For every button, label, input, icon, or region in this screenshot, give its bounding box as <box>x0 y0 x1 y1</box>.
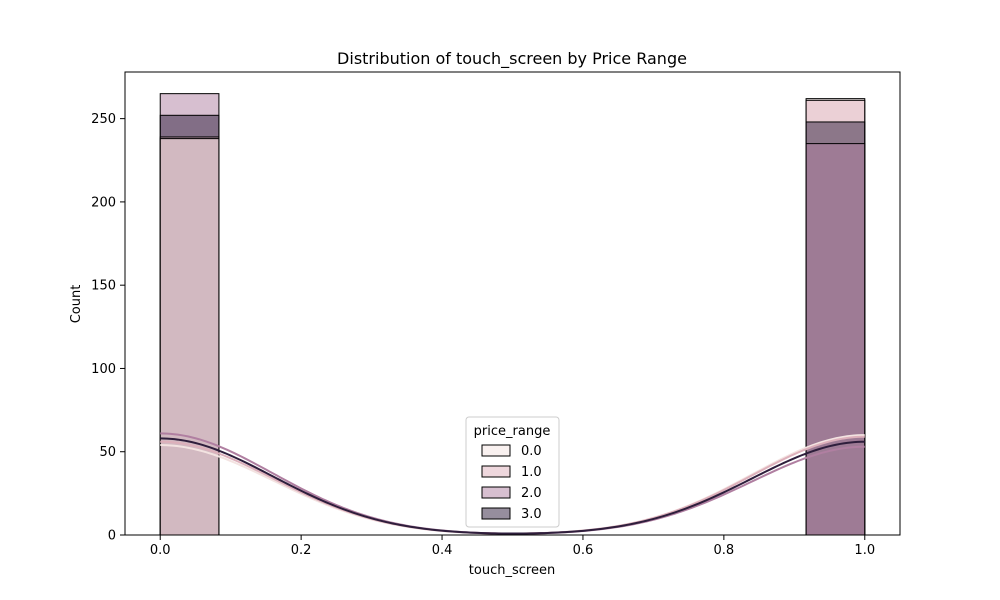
bars-group <box>159 93 866 536</box>
kde-group <box>160 432 865 535</box>
chart-title: Distribution of touch_screen by Price Ra… <box>337 49 687 69</box>
y-axis-label: Count <box>69 285 84 324</box>
legend-swatch-0_0 <box>481 444 511 457</box>
y-axis: 0 50 100 150 200 250 <box>91 112 125 544</box>
legend-label-1_0: 1.0 <box>521 465 542 480</box>
x-tick-label: 0.4 <box>432 543 453 558</box>
x-tick-label: 1.0 <box>854 543 875 558</box>
legend-swatch-1_0 <box>481 465 511 478</box>
legend-title: price_range <box>474 424 551 439</box>
y-tick-label: 200 <box>91 195 116 210</box>
x-tick-label: 0.2 <box>291 543 312 558</box>
legend-swatch-2_0 <box>481 486 511 499</box>
x-tick-label: 0.8 <box>714 543 735 558</box>
x-tick-label: 0.6 <box>573 543 594 558</box>
legend: price_range 0.0 1.0 2.0 3.0 <box>465 416 560 528</box>
legend-label-2_0: 2.0 <box>521 486 542 501</box>
y-tick-label: 0 <box>108 529 116 544</box>
plot-frame <box>124 71 901 536</box>
x-axis-label: touch_screen <box>469 563 555 578</box>
bar-2_0-bin-1 <box>805 143 866 536</box>
y-tick-label: 50 <box>99 445 116 460</box>
y-tick-label: 250 <box>91 112 116 127</box>
bar-0_0-bin-0 <box>159 138 220 536</box>
x-axis: 0.0 0.2 0.4 0.6 0.8 1.0 <box>150 535 875 558</box>
kde-line-3_0 <box>160 437 865 535</box>
y-tick-label: 100 <box>91 362 116 377</box>
legend-label-0_0: 0.0 <box>521 444 542 459</box>
y-tick-label: 150 <box>91 279 116 294</box>
x-tick-label: 0.0 <box>150 543 171 558</box>
legend-label-3_0: 3.0 <box>521 507 542 522</box>
legend-swatch-3_0 <box>481 507 511 520</box>
